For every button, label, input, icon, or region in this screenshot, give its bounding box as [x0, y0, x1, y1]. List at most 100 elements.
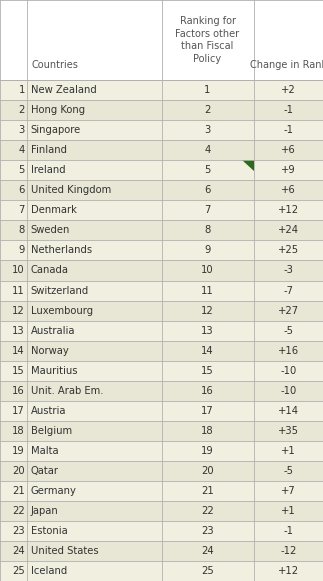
Text: 19: 19 [12, 446, 25, 456]
Text: +12: +12 [278, 206, 299, 216]
Text: 20: 20 [12, 466, 25, 476]
Text: 12: 12 [201, 306, 214, 315]
Text: New Zealand: New Zealand [31, 85, 97, 95]
Text: 1: 1 [204, 85, 211, 95]
Bar [0, 441, 323, 461]
Text: -10: -10 [280, 365, 297, 376]
Text: 19: 19 [201, 446, 214, 456]
Text: 8: 8 [204, 225, 211, 235]
Text: +6: +6 [281, 185, 296, 195]
Text: Denmark: Denmark [31, 206, 77, 216]
Text: 2: 2 [18, 105, 25, 115]
Text: Canada: Canada [31, 266, 69, 275]
Text: Ranking for
Factors other
than Fiscal
Policy: Ranking for Factors other than Fiscal Po… [175, 16, 240, 64]
Text: -10: -10 [280, 386, 297, 396]
Text: 10: 10 [12, 266, 25, 275]
Text: Singapore: Singapore [31, 125, 81, 135]
Bar [0, 541, 323, 561]
Text: 5: 5 [18, 166, 25, 175]
Bar [0, 340, 323, 361]
Bar [0, 401, 323, 421]
Text: 7: 7 [18, 206, 25, 216]
Text: +7: +7 [281, 486, 296, 496]
Text: Qatar: Qatar [31, 466, 59, 476]
Bar [0, 220, 323, 241]
Text: Mauritius: Mauritius [31, 365, 77, 376]
Text: 11: 11 [201, 285, 214, 296]
Text: 12: 12 [12, 306, 25, 315]
Text: +9: +9 [281, 166, 296, 175]
Text: 9: 9 [204, 245, 211, 256]
Bar [0, 120, 323, 140]
Text: 22: 22 [12, 506, 25, 516]
Text: 20: 20 [201, 466, 214, 476]
Text: 13: 13 [201, 325, 214, 336]
Polygon shape [242, 160, 254, 171]
Text: +35: +35 [278, 426, 299, 436]
Text: Iceland: Iceland [31, 566, 67, 576]
Text: 4: 4 [204, 145, 211, 155]
Text: 21: 21 [12, 486, 25, 496]
Bar [0, 180, 323, 200]
Text: Change in Rank: Change in Rank [250, 60, 323, 70]
Text: 3: 3 [204, 125, 211, 135]
Text: 15: 15 [201, 365, 214, 376]
Text: -1: -1 [283, 105, 293, 115]
Bar [0, 321, 323, 340]
Bar [0, 200, 323, 220]
Text: Ireland: Ireland [31, 166, 65, 175]
Text: -12: -12 [280, 546, 297, 556]
Text: Australia: Australia [31, 325, 75, 336]
Bar [0, 80, 323, 100]
Bar [0, 160, 323, 180]
Text: 23: 23 [12, 526, 25, 536]
Text: Austria: Austria [31, 406, 66, 416]
Text: Japan: Japan [31, 506, 58, 516]
Text: +12: +12 [278, 566, 299, 576]
Bar [0, 281, 323, 300]
Text: 25: 25 [201, 566, 214, 576]
Text: United Kingdom: United Kingdom [31, 185, 111, 195]
Text: Luxembourg: Luxembourg [31, 306, 93, 315]
Text: United States: United States [31, 546, 98, 556]
Text: Estonia: Estonia [31, 526, 68, 536]
Text: 16: 16 [12, 386, 25, 396]
Text: 21: 21 [201, 486, 214, 496]
Text: Finland: Finland [31, 145, 67, 155]
Text: Switzerland: Switzerland [31, 285, 89, 296]
Text: 3: 3 [19, 125, 25, 135]
Text: +14: +14 [278, 406, 299, 416]
Text: 5: 5 [204, 166, 211, 175]
Text: Countries: Countries [31, 60, 78, 70]
Bar [0, 521, 323, 541]
Text: -1: -1 [283, 526, 293, 536]
Text: 18: 18 [12, 426, 25, 436]
Text: 24: 24 [12, 546, 25, 556]
Text: 14: 14 [12, 346, 25, 356]
Text: +1: +1 [281, 506, 296, 516]
Text: 23: 23 [201, 526, 214, 536]
Text: +2: +2 [281, 85, 296, 95]
Text: 6: 6 [204, 185, 211, 195]
Text: Netherlands: Netherlands [31, 245, 92, 256]
Bar [0, 241, 323, 260]
Text: 1: 1 [18, 85, 25, 95]
Text: Malta: Malta [31, 446, 58, 456]
Text: +1: +1 [281, 446, 296, 456]
Bar [0, 0, 323, 80]
Bar [0, 300, 323, 321]
Text: Norway: Norway [31, 346, 68, 356]
Bar [0, 140, 323, 160]
Text: Germany: Germany [31, 486, 77, 496]
Text: 15: 15 [12, 365, 25, 376]
Text: 9: 9 [18, 245, 25, 256]
Text: -7: -7 [283, 285, 293, 296]
Text: 7: 7 [204, 206, 211, 216]
Bar [0, 461, 323, 481]
Bar [0, 481, 323, 501]
Text: -5: -5 [283, 325, 293, 336]
Text: 13: 13 [12, 325, 25, 336]
Text: +24: +24 [278, 225, 299, 235]
Bar [0, 361, 323, 381]
Text: 18: 18 [201, 426, 214, 436]
